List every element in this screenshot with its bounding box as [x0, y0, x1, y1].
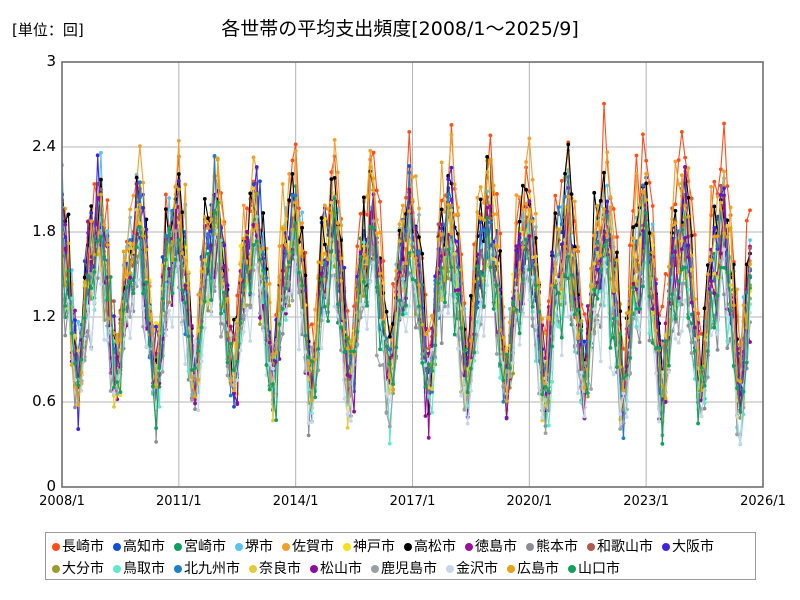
legend-item[interactable]: 北九州市: [174, 562, 240, 576]
x-axis-tick: 2017/1: [389, 494, 436, 509]
legend-item[interactable]: 徳島市: [465, 540, 517, 554]
legend-item[interactable]: 広島市: [507, 562, 559, 576]
legend-marker-icon: [371, 564, 379, 573]
legend-label: 徳島市: [475, 538, 517, 555]
legend-marker-icon: [526, 542, 534, 551]
x-axis-tick: 2020/1: [506, 494, 553, 509]
legend-marker-icon: [113, 542, 121, 551]
legend-item[interactable]: 長崎市: [52, 540, 104, 554]
y-axis-tick-labels: 0 0.6 1.2 1.8 2.4 3: [0, 0, 56, 500]
y-axis-tick: 1.2: [32, 307, 56, 325]
series-19: [62, 196, 752, 446]
legend-label: 堺市: [245, 538, 273, 555]
legend-item[interactable]: 鹿児島市: [371, 562, 437, 576]
legend-row: 大分市 鳥取市 北九州市 奈良市 松山市 鹿児島市 金沢市 広島市 山口市: [52, 558, 629, 579]
legend-item[interactable]: 高松市: [404, 540, 456, 554]
legend-label: 大分市: [62, 560, 104, 577]
legend-label: 和歌山市: [597, 538, 653, 555]
x-axis-tick: 2011/1: [155, 494, 202, 509]
legend-label: 佐賀市: [292, 538, 334, 555]
legend-label: 宮崎市: [184, 538, 226, 555]
x-axis-tick: 2026/1: [740, 494, 786, 509]
legend-marker-icon: [343, 542, 351, 551]
legend-label: 鹿児島市: [381, 560, 437, 577]
legend-marker-icon: [113, 564, 121, 573]
y-axis-tick: 3: [46, 52, 56, 70]
legend-marker-icon: [174, 564, 182, 573]
legend-item[interactable]: 高知市: [113, 540, 165, 554]
legend-item[interactable]: 神戸市: [343, 540, 395, 554]
legend-label: 高知市: [123, 538, 165, 555]
y-axis-tick: 0: [46, 477, 56, 495]
legend-item[interactable]: 奈良市: [249, 562, 301, 576]
legend-marker-icon: [662, 542, 670, 551]
legend-marker-icon: [446, 564, 454, 573]
line-chart-plot: [61, 61, 764, 488]
legend-label: 松山市: [320, 560, 362, 577]
legend-marker-icon: [507, 564, 515, 573]
legend-item[interactable]: 山口市: [568, 562, 620, 576]
legend-item[interactable]: 大分市: [52, 562, 104, 576]
legend-item[interactable]: 堺市: [235, 540, 273, 554]
legend-marker-icon: [249, 564, 257, 573]
legend-label: 大阪市: [672, 538, 714, 555]
legend-marker-icon: [282, 542, 290, 551]
legend-label: 長崎市: [62, 538, 104, 555]
legend-label: 神戸市: [353, 538, 395, 555]
x-axis-tick: 2023/1: [623, 494, 670, 509]
legend-item[interactable]: 宮崎市: [174, 540, 226, 554]
legend-item[interactable]: 佐賀市: [282, 540, 334, 554]
page-title: 各世帯の平均支出頻度[2008/1～2025/9]: [221, 18, 579, 40]
legend-row: 長崎市 高知市 宮崎市 堺市 佐賀市 神戸市 高松市 徳島市 熊本市 和歌山市 大阪市: [52, 536, 723, 557]
legend-marker-icon: [174, 542, 182, 551]
legend-marker-icon: [235, 542, 243, 551]
y-axis-tick: 2.4: [32, 137, 56, 155]
legend-marker-icon: [587, 542, 595, 551]
legend-label: 鳥取市: [123, 560, 165, 577]
x-axis-tick: 2014/1: [272, 494, 319, 509]
x-axis-tick: 2008/1: [39, 494, 85, 509]
legend-marker-icon: [310, 564, 318, 573]
legend-label: 広島市: [517, 560, 559, 577]
legend-label: 金沢市: [456, 560, 498, 577]
legend-label: 熊本市: [536, 538, 578, 555]
legend-label: 高松市: [414, 538, 456, 555]
y-axis-tick: 1.8: [32, 222, 56, 240]
legend-marker-icon: [568, 564, 576, 573]
legend-marker-icon: [52, 564, 60, 573]
y-axis-tick: 0.6: [32, 392, 56, 410]
legend-item[interactable]: 鳥取市: [113, 562, 165, 576]
legend-label: 山口市: [578, 560, 620, 577]
legend-item[interactable]: 松山市: [310, 562, 362, 576]
legend-label: 北九州市: [184, 560, 240, 577]
legend-label: 奈良市: [259, 560, 301, 577]
legend-item[interactable]: 大阪市: [662, 540, 714, 554]
legend-item[interactable]: 和歌山市: [587, 540, 653, 554]
legend-marker-icon: [52, 542, 60, 551]
legend-item[interactable]: 金沢市: [446, 562, 498, 576]
legend-item[interactable]: 熊本市: [526, 540, 578, 554]
legend-marker-icon: [465, 542, 473, 551]
chart-legend: 長崎市 高知市 宮崎市 堺市 佐賀市 神戸市 高松市 徳島市 熊本市 和歌山市 大阪市 大分市 鳥取市…: [45, 532, 756, 580]
unit-label: [単位：回]: [12, 21, 84, 39]
series-group: [62, 101, 752, 447]
legend-marker-icon: [404, 542, 412, 551]
